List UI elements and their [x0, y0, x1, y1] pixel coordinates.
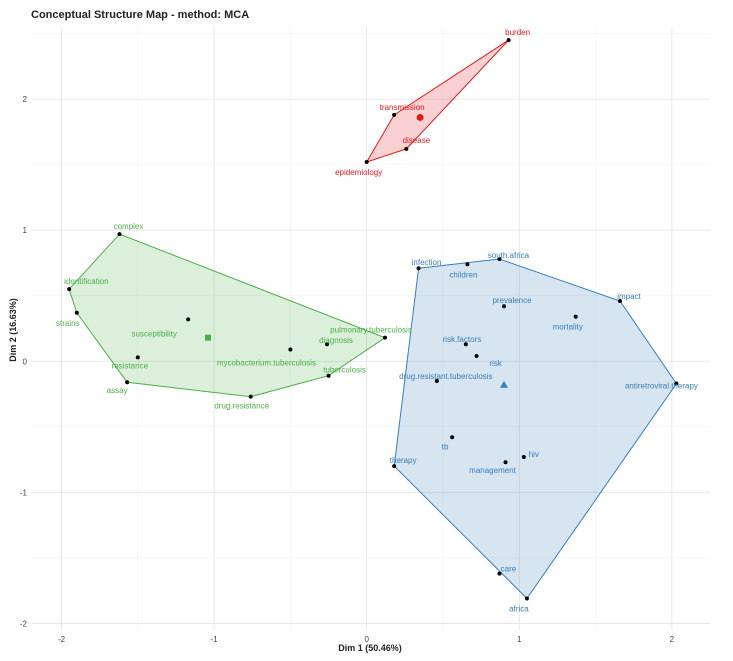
label-disease: disease — [403, 136, 431, 145]
label-identification: identification — [64, 277, 108, 286]
label-assay: assay — [107, 386, 128, 395]
point-hiv — [521, 454, 526, 459]
point-transmission — [392, 112, 397, 117]
point-drug-resistant-tuberculosis — [434, 378, 439, 383]
tick-layer: -2 -1 0 1 2 -2 -1 0 1 2 — [20, 95, 675, 644]
chart-title: Conceptual Structure Map - method: MCA — [31, 9, 250, 21]
cluster-hull — [365, 39, 509, 163]
x-axis-label: Dim 1 (50.46%) — [338, 643, 402, 653]
label-infection: infection — [412, 258, 442, 267]
point-identification — [67, 287, 72, 292]
cluster-centroid — [500, 380, 509, 388]
y-tick-label: 2 — [23, 95, 28, 104]
point-infection — [416, 266, 421, 271]
point-therapy — [392, 464, 397, 469]
label-south-africa: south.africa — [488, 251, 530, 260]
point-drug-resistance — [248, 394, 253, 399]
label-burden: burden — [505, 28, 530, 37]
y-tick-label: -2 — [20, 619, 28, 628]
cluster-hull — [393, 258, 678, 600]
label-resistance: resistance — [112, 361, 149, 370]
label-children: children — [449, 270, 477, 279]
label-mortality: mortality — [553, 323, 583, 332]
point-africa — [524, 596, 529, 601]
label-risk: risk — [489, 359, 502, 368]
point-susceptibility — [186, 317, 191, 322]
x-tick-label: -2 — [58, 635, 66, 644]
point-assay — [125, 380, 130, 385]
label-tuberculosis: tuberculosis — [323, 366, 366, 375]
x-tick-label: 2 — [670, 635, 675, 644]
x-tick-label: 0 — [364, 635, 369, 644]
point-mycobacterium-tuberculosis — [288, 347, 293, 352]
point-risk-factors — [463, 342, 468, 347]
grid-layer — [31, 27, 710, 630]
point-children — [465, 262, 470, 267]
point-tb — [450, 435, 455, 440]
label-impact: impact — [617, 292, 641, 301]
point-complex — [117, 232, 122, 237]
point-disease — [404, 146, 409, 151]
label-risk-factors: risk.factors — [443, 335, 482, 344]
y-tick-label: -1 — [20, 488, 28, 497]
point-burden — [506, 38, 511, 43]
point-diagnosis — [325, 342, 330, 347]
label-prevalence: prevalence — [492, 296, 532, 305]
x-tick-label: -1 — [211, 635, 219, 644]
label-pulmonary-tuberculosis: pulmonary.tuberculosis — [330, 326, 412, 335]
y-tick-label: 1 — [23, 226, 28, 235]
y-axis-label: Dim 2 (16.63%) — [8, 298, 18, 362]
label-mycobacterium-tuberculosis: mycobacterium.tuberculosis — [217, 358, 316, 367]
hull-layer — [68, 39, 678, 600]
label-therapy: therapy — [390, 456, 417, 465]
label-management: management — [469, 466, 516, 475]
point-care — [497, 571, 502, 576]
cluster-hull — [68, 233, 387, 398]
label-susceptibility: susceptibility — [131, 329, 176, 338]
label-care: care — [501, 565, 517, 574]
point-layer — [67, 38, 679, 601]
label-epidemiology: epidemiology — [335, 168, 382, 177]
cluster-centroid — [416, 113, 424, 121]
point-prevalence — [502, 304, 507, 309]
label-strains: strains — [56, 319, 80, 328]
point-south-africa — [497, 257, 502, 262]
x-tick-label: 1 — [517, 635, 522, 644]
label-drug-resistant-tuberculosis: drug.resistant.tuberculosis — [399, 372, 492, 381]
label-antiretroviral-therapy: antiretroviral.therapy — [625, 382, 698, 391]
label-transmission: transmission — [380, 103, 425, 112]
point-resistance — [135, 355, 140, 360]
label-layer: burden transmission disease epidemiology com… — [56, 28, 698, 613]
label-africa: africa — [509, 605, 529, 614]
label-diagnosis: diagnosis — [319, 336, 353, 345]
point-strains — [74, 310, 79, 315]
point-epidemiology — [364, 160, 369, 165]
point-pulmonary-tuberculosis — [382, 335, 387, 340]
point-antiretroviral-therapy — [674, 381, 679, 386]
point-mortality — [573, 314, 578, 319]
label-hiv: hiv — [529, 450, 539, 459]
point-tuberculosis — [326, 373, 331, 378]
label-complex: complex — [114, 222, 144, 231]
point-risk — [474, 354, 479, 359]
label-drug-resistance: drug.resistance — [214, 402, 269, 411]
cluster-centroid — [204, 334, 211, 341]
y-tick-label: 0 — [23, 357, 28, 366]
label-tb: tb — [442, 442, 449, 451]
point-management — [503, 460, 508, 465]
point-impact — [617, 298, 622, 303]
